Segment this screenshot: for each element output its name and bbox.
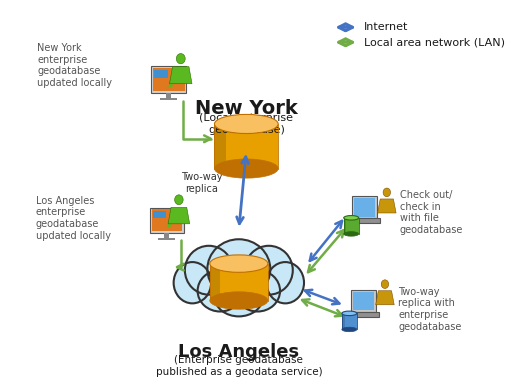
Polygon shape — [342, 313, 345, 330]
Polygon shape — [170, 66, 192, 84]
Bar — [164, 233, 169, 238]
Ellipse shape — [177, 54, 185, 64]
Polygon shape — [376, 291, 394, 305]
Bar — [152, 210, 182, 231]
Bar — [153, 70, 168, 78]
Ellipse shape — [174, 195, 183, 205]
Bar — [342, 313, 357, 330]
Ellipse shape — [214, 159, 278, 178]
Text: Internet: Internet — [364, 22, 409, 32]
Bar — [166, 93, 171, 99]
Text: Los Angeles: Los Angeles — [178, 343, 299, 361]
Bar — [158, 238, 175, 240]
Ellipse shape — [210, 255, 268, 272]
Bar — [352, 196, 377, 219]
Bar — [214, 124, 278, 169]
Text: Los Angeles
enterprise
geodatabase
updated locally: Los Angeles enterprise geodatabase updat… — [36, 196, 111, 241]
Bar — [344, 218, 359, 234]
Ellipse shape — [185, 246, 233, 295]
Polygon shape — [165, 221, 172, 228]
Ellipse shape — [210, 292, 268, 309]
Text: Check out/
check in
with file
geodatabase: Check out/ check in with file geodatabas… — [400, 190, 463, 235]
Ellipse shape — [342, 327, 357, 332]
Bar — [210, 264, 268, 301]
Ellipse shape — [245, 246, 293, 295]
Polygon shape — [210, 264, 220, 301]
Bar — [351, 290, 376, 312]
Polygon shape — [168, 207, 190, 224]
Polygon shape — [214, 124, 226, 169]
Text: (Local enterprise
geodatabase): (Local enterprise geodatabase) — [199, 113, 294, 135]
Text: Two-way
replica: Two-way replica — [181, 172, 222, 194]
Bar — [150, 208, 183, 233]
Polygon shape — [344, 218, 346, 234]
Ellipse shape — [207, 239, 270, 299]
Bar — [153, 68, 184, 91]
Text: Local area network (LAN): Local area network (LAN) — [364, 37, 505, 47]
Text: Two-way
replica with
enterprise
geodatabase: Two-way replica with enterprise geodatab… — [398, 287, 462, 332]
Bar — [348, 219, 380, 223]
Ellipse shape — [381, 280, 388, 289]
Polygon shape — [377, 199, 396, 213]
Bar — [353, 292, 374, 310]
Bar — [153, 211, 166, 219]
Bar — [354, 198, 375, 217]
Ellipse shape — [267, 262, 304, 303]
Ellipse shape — [342, 311, 357, 316]
Ellipse shape — [198, 270, 242, 312]
Ellipse shape — [215, 278, 263, 316]
Ellipse shape — [344, 215, 359, 220]
Ellipse shape — [214, 115, 278, 133]
Text: (Enterprise geodatabase
published as a geodata service): (Enterprise geodatabase published as a g… — [155, 355, 322, 377]
Bar — [160, 99, 178, 100]
Text: New York: New York — [195, 99, 298, 118]
Ellipse shape — [173, 262, 211, 303]
Ellipse shape — [344, 232, 359, 236]
Bar — [347, 312, 379, 317]
Text: New York
enterprise
geodatabase
updated locally: New York enterprise geodatabase updated … — [37, 43, 112, 88]
Ellipse shape — [235, 270, 280, 312]
Bar — [151, 66, 187, 93]
Polygon shape — [166, 80, 174, 88]
Ellipse shape — [383, 188, 391, 197]
